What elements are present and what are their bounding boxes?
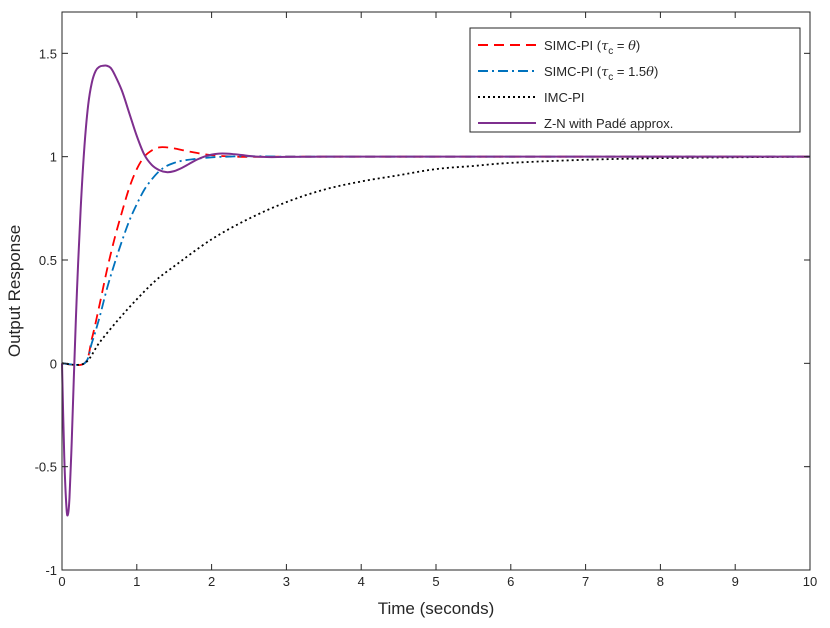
legend-label-3: IMC-PI xyxy=(544,90,584,105)
tick-layer: 0 1 2 3 4 5 6 7 8 9 10 -1 -0.5 0 0.5 1 1.5 xyxy=(35,12,817,589)
legend-label-1: SIMC-PI (τc = θ) xyxy=(544,38,640,57)
y-tick-label: 0 xyxy=(50,356,57,371)
x-tick-label: 4 xyxy=(358,574,365,589)
x-tick-label: 0 xyxy=(58,574,65,589)
y-tick-label: -0.5 xyxy=(35,460,57,475)
x-tick-label: 3 xyxy=(283,574,290,589)
x-tick-label: 7 xyxy=(582,574,589,589)
x-tick-label: 9 xyxy=(732,574,739,589)
x-tick-label: 8 xyxy=(657,574,664,589)
x-tick-label: 6 xyxy=(507,574,514,589)
x-tick-label: 5 xyxy=(432,574,439,589)
series-layer xyxy=(61,64,811,517)
y-tick-label: 1 xyxy=(50,150,57,165)
x-tick-label: 2 xyxy=(208,574,215,589)
y-tick-label: 1.5 xyxy=(39,46,57,61)
y-tick-label: 0.5 xyxy=(39,253,57,268)
legend-box xyxy=(469,27,801,133)
y-tick-label: -1 xyxy=(45,563,57,578)
x-tick-label: 1 xyxy=(133,574,140,589)
y-axis-title: Output Response xyxy=(5,225,24,357)
legend-label-4: Z-N with Padé approx. xyxy=(544,116,673,131)
series-line-3 xyxy=(61,155,811,366)
series-line-2 xyxy=(61,155,810,366)
series-line-4 xyxy=(61,64,810,517)
x-tick-label: 10 xyxy=(803,574,817,589)
legend-label-2: SIMC-PI (τc = 1.5θ) xyxy=(544,64,658,83)
x-axis-title: Time (seconds) xyxy=(378,599,495,618)
legend: SIMC-PI (τc = θ) SIMC-PI (τc = 1.5θ) IMC-P… xyxy=(469,27,801,133)
